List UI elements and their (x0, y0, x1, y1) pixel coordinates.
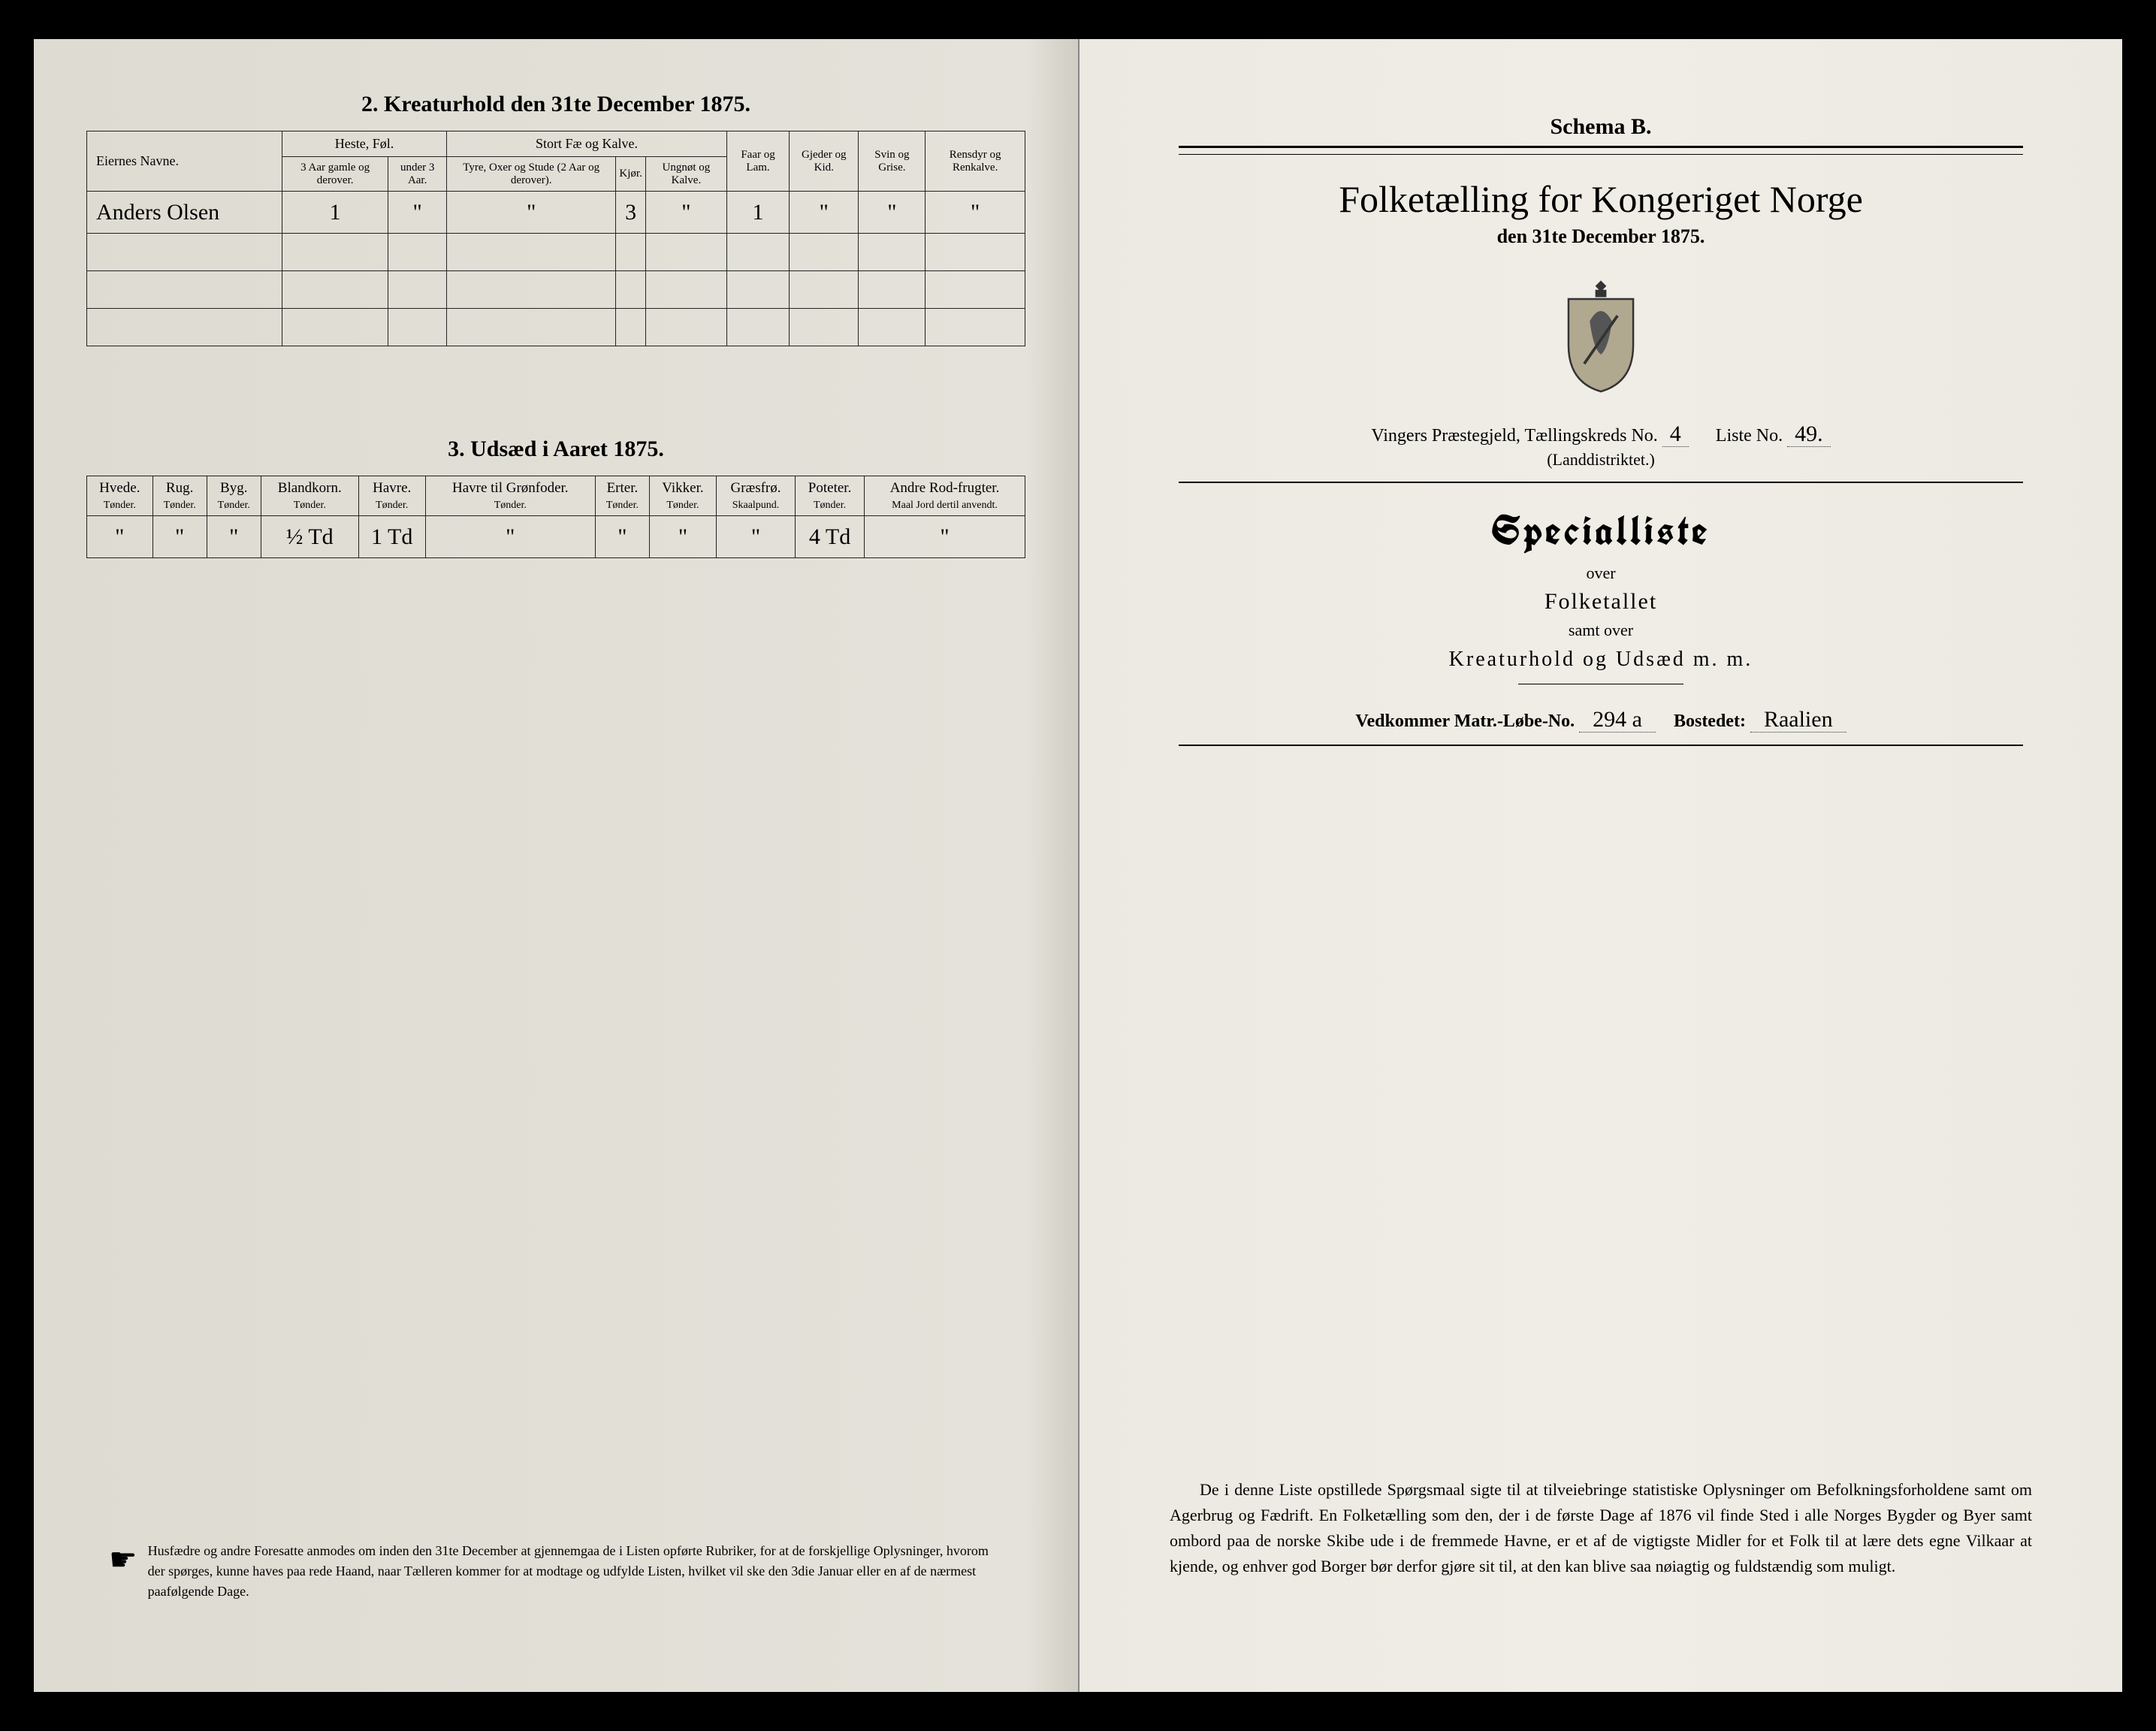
document-spread: 2. Kreaturhold den 31te December 1875. E… (34, 39, 2122, 1692)
udsaed-table: Hvede.Tønder.Rug.Tønder.Byg.Tønder.Bland… (86, 476, 1025, 558)
th-owner: Eiernes Navne. (87, 131, 282, 192)
table-row: """½ Td1 Td""""4 Td" (87, 516, 1025, 558)
cell: 1 Td (358, 516, 425, 558)
th-heste-3aar: 3 Aar gamle og derover. (282, 157, 388, 192)
main-title: Folketælling for Kongeriget Norge (1132, 177, 2070, 221)
th-group-stortfae: Stort Fæ og Kalve. (446, 131, 726, 157)
district-line: Vingers Præstegjeld, Tællingskreds No. 4… (1132, 421, 2070, 447)
vedkommer-label: Vedkommer Matr.-Løbe-No. (1355, 711, 1575, 731)
th-udsaed-7: Vikker.Tønder. (649, 476, 716, 516)
cell: " (595, 516, 649, 558)
right-page: Schema B. Folketælling for Kongeriget No… (1078, 39, 2122, 1692)
th-gjeder: Gjeder og Kid. (790, 131, 859, 192)
vedkommer-line: Vedkommer Matr.-Løbe-No. 294 a Bostedet:… (1132, 707, 2070, 733)
cell: " (859, 192, 926, 234)
cell: 3 (616, 192, 645, 234)
pointing-hand-icon: ☛ (109, 1541, 137, 1578)
table-row (87, 309, 1025, 346)
rule-top-thick (1179, 146, 2022, 148)
th-udsaed-2: Byg.Tønder. (207, 476, 261, 516)
folketallet-label: Folketallet (1132, 589, 2070, 615)
th-faar: Faar og Lam. (727, 131, 790, 192)
cell: 4 Td (796, 516, 865, 558)
landdistriktet: (Landdistriktet.) (1132, 450, 2070, 470)
th-kjor: Kjør. (616, 157, 645, 192)
footnote-block: ☛ Husfædre og andre Foresatte anmodes om… (109, 1541, 1003, 1602)
rule-top-thin (1179, 154, 2022, 155)
liste-no: 49. (1787, 421, 1831, 447)
table-row: Anders Olsen 1 " " 3 " 1 " " " (87, 192, 1025, 234)
th-udsaed-8: Græsfrø.Skaalpund. (716, 476, 795, 516)
section-3-title: 3. Udsæd i Aaret 1875. (86, 437, 1025, 462)
th-udsaed-3: Blandkorn.Tønder. (261, 476, 358, 516)
cell: " (388, 192, 447, 234)
cell: " (926, 192, 1025, 234)
cell: " (645, 192, 726, 234)
bostedet-value: Raalien (1750, 707, 1846, 733)
th-tyre: Tyre, Oxer og Stude (2 Aar og derover). (446, 157, 615, 192)
bottom-paragraph: De i denne Liste opstillede Spørgsmaal s… (1170, 1477, 2032, 1579)
cell: " (716, 516, 795, 558)
th-udsaed-10: Andre Rod-frugter.Maal Jord dertil anven… (865, 476, 1025, 516)
sub-date: den 31te December 1875. (1132, 225, 2070, 248)
rule-mid-2 (1179, 745, 2022, 746)
cell: 1 (282, 192, 388, 234)
th-udsaed-5: Havre til Grønfoder.Tønder. (425, 476, 595, 516)
kreaturhold-label: Kreaturhold og Udsæd m. m. (1132, 648, 2070, 672)
cell: ½ Td (261, 516, 358, 558)
cell: " (790, 192, 859, 234)
liste-label: Liste No. (1716, 426, 1783, 446)
schema-label: Schema B. (1132, 114, 2070, 140)
th-svin: Svin og Grise. (859, 131, 926, 192)
kreaturhold-table: Eiernes Navne. Heste, Føl. Stort Fæ og K… (86, 131, 1025, 346)
over-label: over (1132, 563, 2070, 583)
district-no: 4 (1662, 421, 1689, 447)
section-2-title: 2. Kreaturhold den 31te December 1875. (86, 92, 1025, 117)
th-rensdyr: Rensdyr og Renkalve. (926, 131, 1025, 192)
cell: " (649, 516, 716, 558)
cell: " (446, 192, 615, 234)
specialliste-title: Specialliste (1132, 504, 2070, 557)
footnote-text: Husfædre og andre Foresatte anmodes om i… (148, 1541, 1003, 1602)
th-heste-under3: under 3 Aar. (388, 157, 447, 192)
matr-no: 294 a (1579, 707, 1656, 733)
cell-owner: Anders Olsen (87, 192, 282, 234)
coat-of-arms-icon (1132, 275, 2070, 399)
th-udsaed-1: Rug.Tønder. (152, 476, 207, 516)
cell: " (152, 516, 207, 558)
left-page: 2. Kreaturhold den 31te December 1875. E… (34, 39, 1078, 1692)
th-group-heste: Heste, Føl. (282, 131, 447, 157)
cell: " (87, 516, 153, 558)
table-row (87, 271, 1025, 309)
table-row (87, 234, 1025, 271)
district-prefix: Vingers Præstegjeld, Tællingskreds No. (1371, 426, 1657, 446)
th-ungnot: Ungnøt og Kalve. (645, 157, 726, 192)
cell: " (425, 516, 595, 558)
cell: " (207, 516, 261, 558)
samt-over-label: samt over (1132, 621, 2070, 640)
th-udsaed-9: Poteter.Tønder. (796, 476, 865, 516)
th-udsaed-6: Erter.Tønder. (595, 476, 649, 516)
cell: 1 (727, 192, 790, 234)
cell: " (865, 516, 1025, 558)
th-udsaed-0: Hvede.Tønder. (87, 476, 153, 516)
bostedet-label: Bostedet: (1674, 711, 1746, 731)
th-udsaed-4: Havre.Tønder. (358, 476, 425, 516)
rule-mid (1179, 482, 2022, 483)
